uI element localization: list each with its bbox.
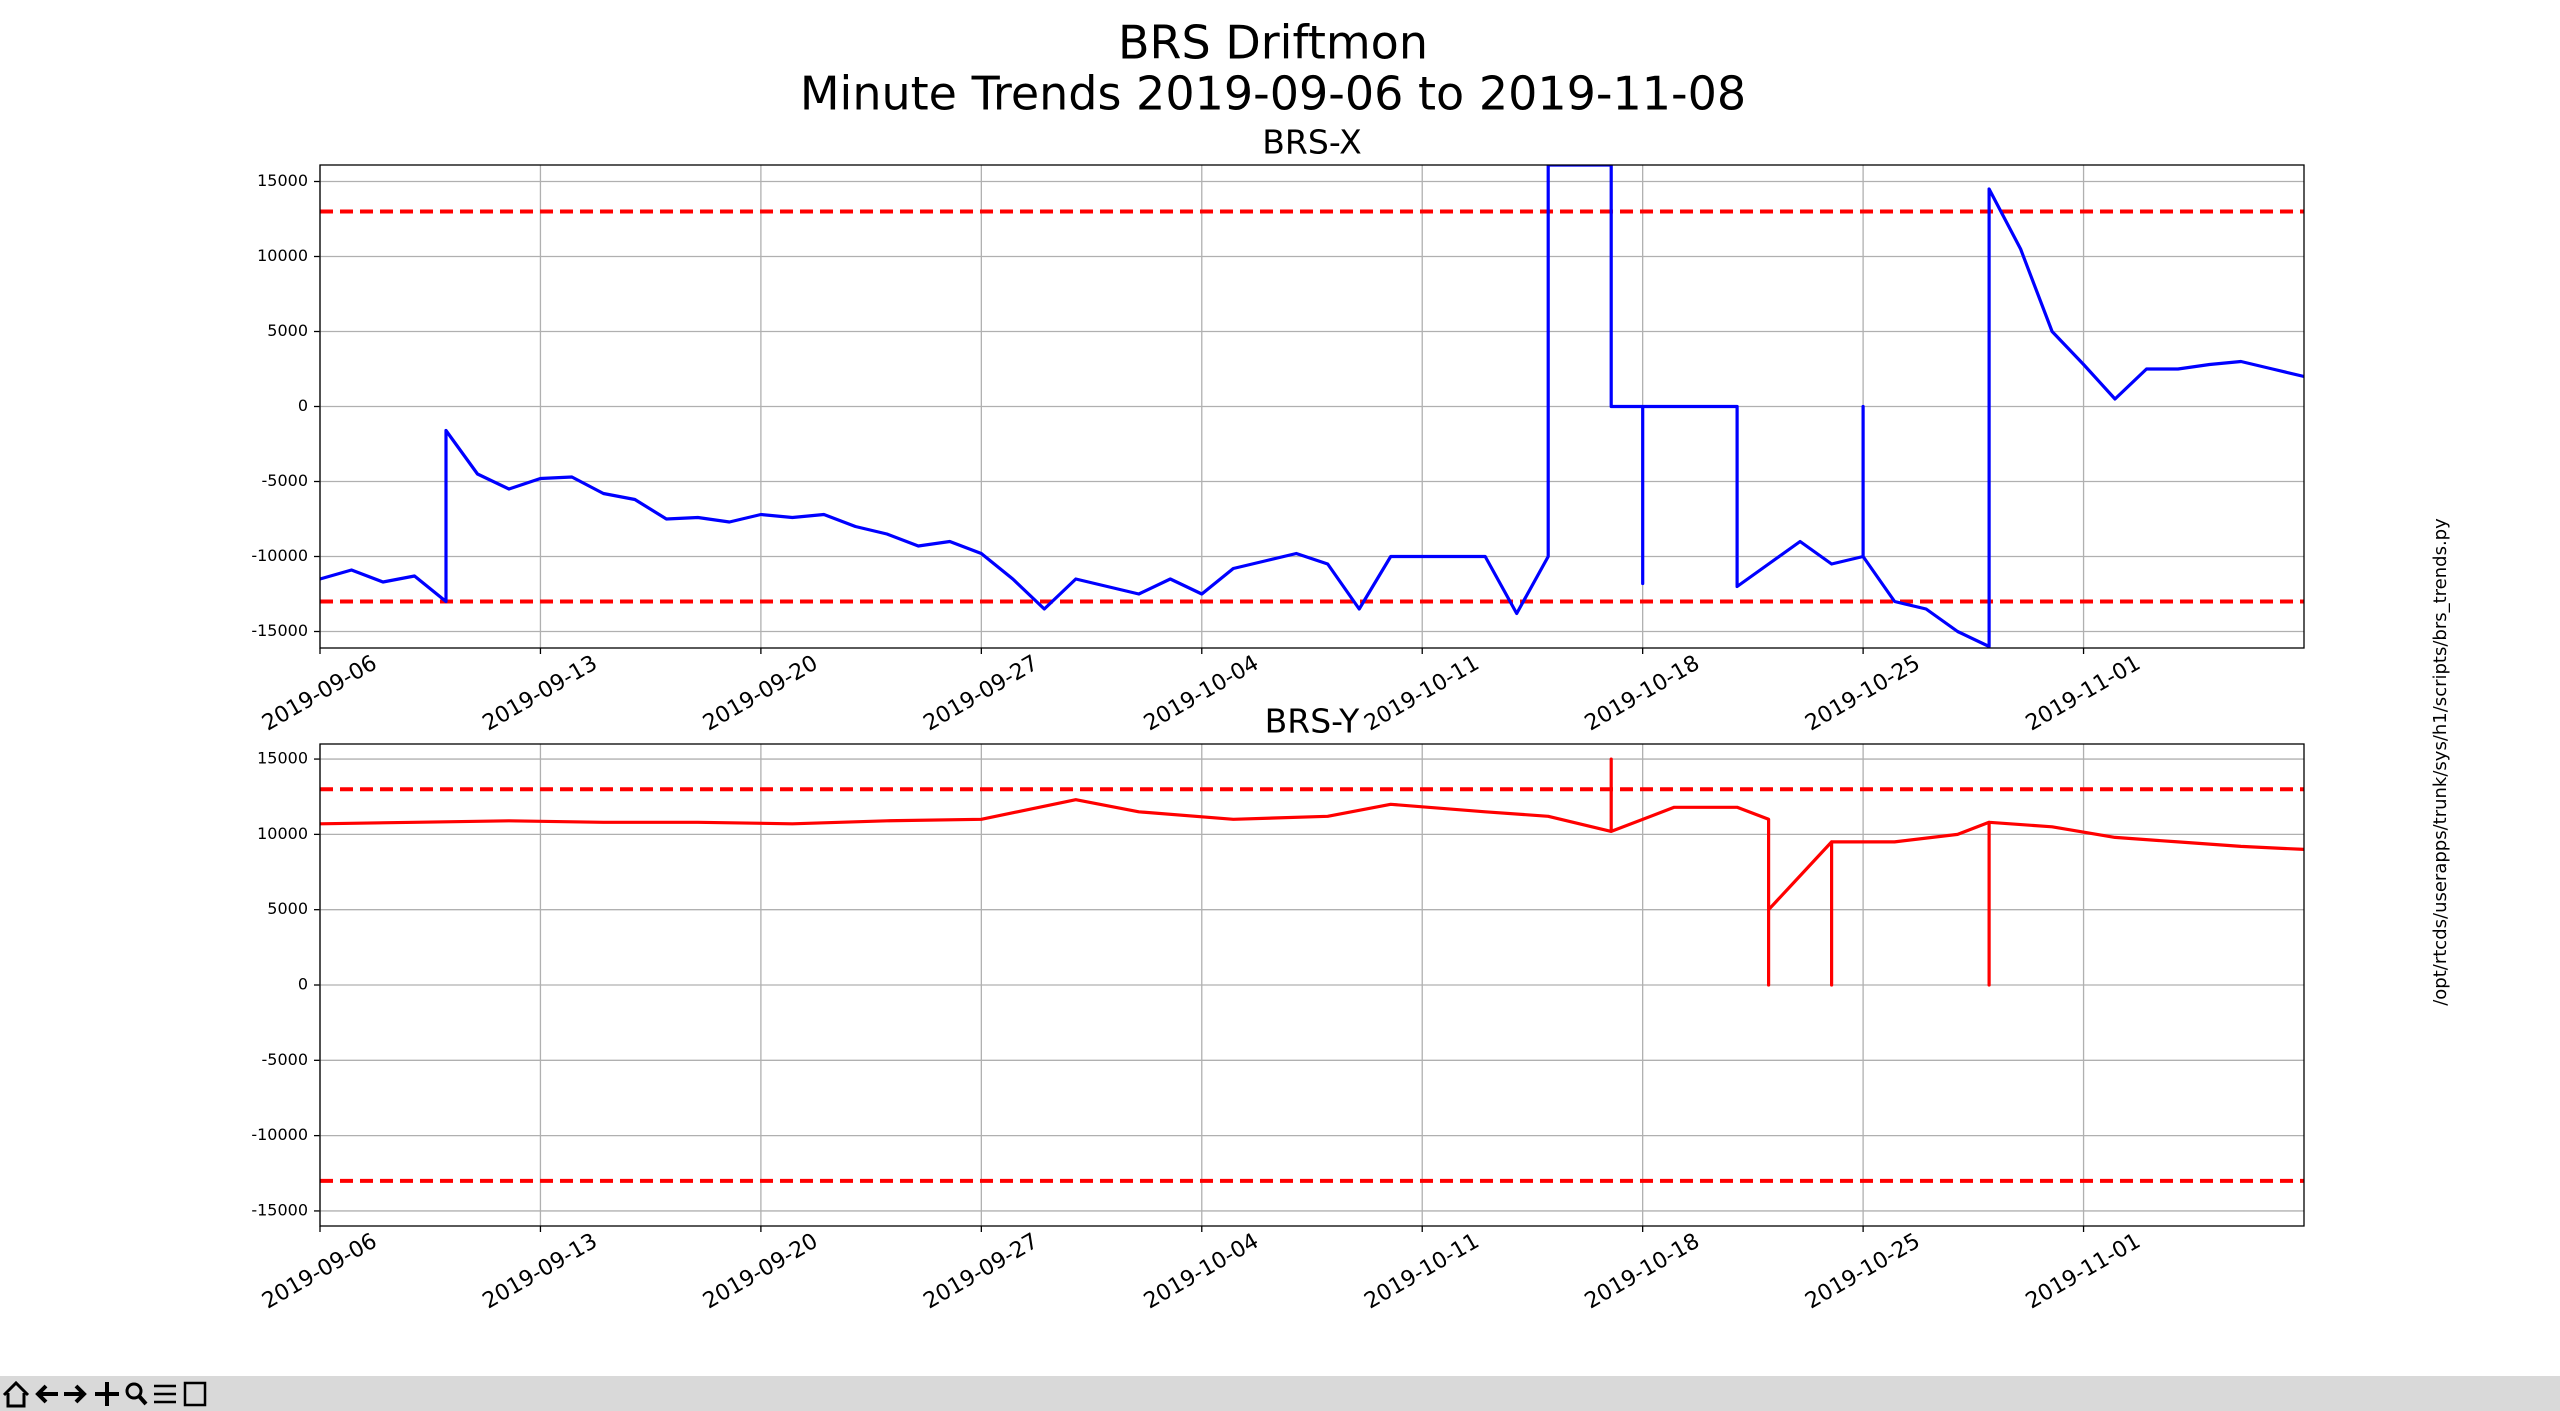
- forward-button[interactable]: [64, 1384, 87, 1404]
- x-tick-label: 2019-10-18: [1581, 651, 1704, 737]
- y-tick-label: -15000: [251, 1200, 308, 1219]
- x-tick-label: 2019-10-04: [1140, 651, 1263, 737]
- pan-button[interactable]: [95, 1382, 119, 1406]
- x-tick-label: 2019-09-13: [479, 651, 602, 737]
- x-tick-label: 2019-10-11: [1360, 1229, 1483, 1315]
- x-tick-label: 2019-10-04: [1140, 1229, 1263, 1315]
- axes: BRS-X -15000 -10000 -5000 0 5000 10000 15000 201…: [251, 123, 2305, 737]
- zoom-handle: [137, 1394, 148, 1406]
- x-tick-label: 2019-10-11: [1360, 651, 1483, 737]
- x-tick-label: 2019-10-18: [1581, 1229, 1704, 1315]
- x-tick-label: 2019-09-27: [919, 1229, 1042, 1315]
- y-tick-label: 0: [298, 975, 308, 994]
- axes-title: BRS-X: [1262, 123, 1361, 162]
- y-tick-label: 5000: [267, 899, 308, 918]
- axes-frame: [319, 743, 2305, 1227]
- x-tick-label: 2019-09-20: [699, 1229, 822, 1315]
- back-button[interactable]: [35, 1384, 58, 1404]
- plot-area: [320, 757, 2304, 1183]
- x-tick-label: 2019-09-27: [919, 651, 1042, 737]
- series-line: [320, 757, 2304, 987]
- side-label: /opt/rtcds/userapps/trunk/sys/h1/scripts…: [2430, 518, 2451, 1006]
- axes: BRS-Y -15000 -10000 -5000 0 5000 10000 15000 201…: [251, 702, 2305, 1315]
- y-tick-label: 0: [298, 396, 308, 415]
- y-tick-label: -15000: [251, 621, 308, 640]
- toolbar-bg: [0, 1376, 2560, 1411]
- y-tick-label: 10000: [257, 824, 308, 843]
- axes-frame: [319, 164, 2305, 649]
- x-tick-label: 2019-09-06: [258, 651, 381, 737]
- y-tick-label: 10000: [257, 246, 308, 265]
- y-tick-label: -5000: [262, 471, 309, 490]
- x-tick-label: 2019-09-20: [699, 651, 822, 737]
- y-tick-label: -5000: [262, 1050, 309, 1069]
- x-tick-label: 2019-09-13: [479, 1229, 602, 1315]
- home-button[interactable]: [2, 1380, 30, 1408]
- configure-button[interactable]: [154, 1384, 176, 1404]
- figure-title: BRS Driftmon: [1118, 16, 1428, 70]
- x-tick-label: 2019-10-25: [1801, 1229, 1924, 1315]
- series-line: [320, 165, 2304, 648]
- x-tick-label: 2019-11-01: [2022, 1229, 2145, 1315]
- x-tick-label: 2019-09-06: [258, 1229, 381, 1315]
- toolbar: [0, 1376, 2560, 1411]
- axes-title: BRS-Y: [1265, 702, 1361, 741]
- x-tick-label: 2019-11-01: [2022, 651, 2145, 737]
- save-button[interactable]: [183, 1381, 207, 1407]
- x-tick-label: 2019-10-25: [1801, 651, 1924, 737]
- y-tick-label: 15000: [257, 749, 308, 768]
- figure-subtitle: Minute Trends 2019-09-06 to 2019-11-08: [800, 67, 1746, 121]
- zoom-button[interactable]: [125, 1382, 143, 1400]
- y-tick-label: -10000: [251, 546, 308, 565]
- y-tick-label: -10000: [251, 1125, 308, 1144]
- y-tick-label: 5000: [267, 321, 308, 340]
- plot-area: [320, 165, 2304, 648]
- y-tick-label: 15000: [257, 171, 308, 190]
